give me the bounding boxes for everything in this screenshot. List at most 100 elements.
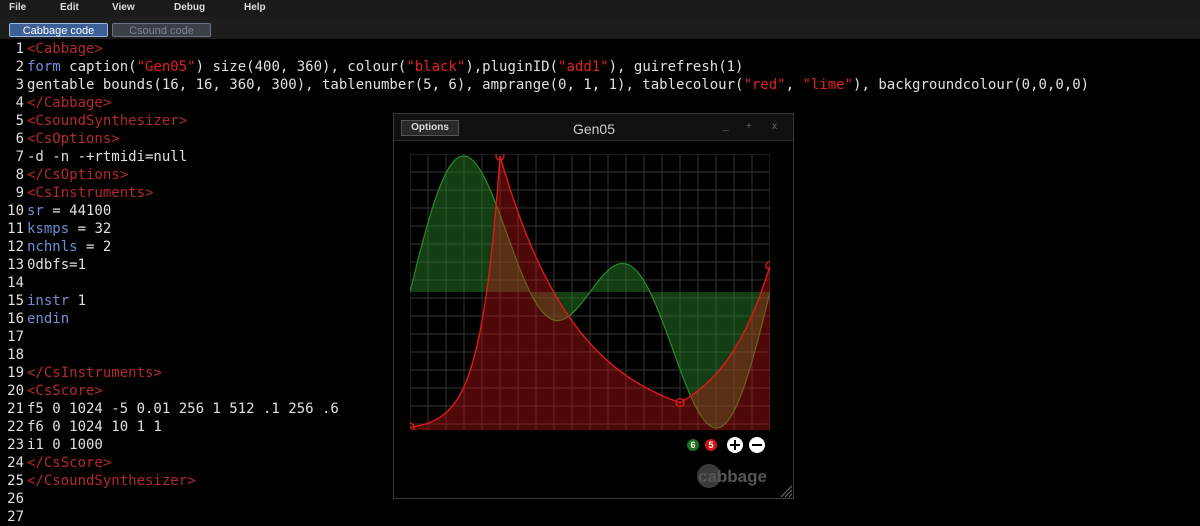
line-number: 4 — [15, 95, 24, 111]
code-text: form caption("Gen05") size(400, 360), co… — [27, 59, 744, 75]
table5-breakpoints[interactable] — [410, 154, 770, 430]
menu-debug[interactable]: Debug — [174, 2, 206, 13]
code-line[interactable]: 18 — [0, 346, 27, 364]
line-number: 5 — [15, 113, 24, 129]
code-text: ksmps = 32 — [27, 221, 112, 237]
code-line[interactable]: 22 f6 0 1024 10 1 1 — [0, 418, 162, 436]
code-line[interactable]: 21 f5 0 1024 -5 0.01 256 1 512 .1 256 .6 — [0, 400, 339, 418]
code-text: </CsInstruments> — [27, 365, 162, 381]
code-text: nchnls = 2 — [27, 239, 112, 255]
menu-file[interactable]: File — [9, 2, 27, 13]
code-text: </CsScore> — [27, 455, 112, 471]
line-number: 11 — [7, 221, 24, 237]
tab-csound-code[interactable]: Csound code — [112, 23, 211, 37]
code-line[interactable]: 24 </CsScore> — [0, 454, 111, 472]
tab-cabbage-code[interactable]: Cabbage code — [9, 23, 108, 37]
code-line[interactable]: 19 </CsInstruments> — [0, 364, 162, 382]
menu-view[interactable]: View — [112, 2, 135, 13]
code-text: <Cabbage> — [27, 41, 103, 57]
menu-edit[interactable]: Edit — [60, 2, 79, 13]
menu-help[interactable]: Help — [244, 2, 266, 13]
line-number: 20 — [7, 383, 24, 399]
minimize-icon[interactable]: _ — [723, 121, 729, 132]
line-number: 3 — [15, 77, 24, 93]
table6-waveform-line — [410, 155, 770, 429]
code-line[interactable]: 4 </Cabbage> — [0, 94, 112, 112]
gentable-display[interactable] — [410, 154, 770, 430]
code-line[interactable]: 15 instr 1 — [0, 292, 86, 310]
line-number: 25 — [7, 473, 24, 489]
line-number: 16 — [7, 311, 24, 327]
plugin-title: Gen05 — [572, 121, 616, 137]
table-grid — [410, 154, 770, 430]
code-line[interactable]: 14 — [0, 274, 27, 292]
close-icon[interactable]: x — [772, 121, 777, 132]
line-number: 23 — [7, 437, 24, 453]
plugin-window[interactable]: Options Gen05 _ + x 6 5 cabbage — [393, 113, 794, 499]
line-number: 10 — [7, 203, 24, 219]
code-text: <CsInstruments> — [27, 185, 154, 201]
menu-bar: File Edit View Debug Help — [0, 0, 1200, 17]
tab-bar: Cabbage code Csound code — [0, 17, 1200, 39]
line-number: 2 — [15, 59, 24, 75]
table5-envelope-line — [410, 155, 770, 428]
code-text: sr = 44100 — [27, 203, 112, 219]
code-line[interactable]: 17 — [0, 328, 27, 346]
line-number: 15 — [7, 293, 24, 309]
code-line[interactable]: 23 i1 0 1000 — [0, 436, 103, 454]
line-number: 1 — [15, 41, 24, 57]
code-line[interactable]: 16 endin — [0, 310, 69, 328]
line-number: 26 — [7, 491, 24, 507]
table5-envelope-fill — [410, 156, 770, 430]
code-line[interactable]: 1 <Cabbage> — [0, 40, 103, 58]
code-text: <CsoundSynthesizer> — [27, 113, 188, 129]
plugin-title-bar[interactable]: Options Gen05 _ + x — [394, 114, 793, 141]
code-text: 0dbfs=1 — [27, 257, 87, 273]
code-line[interactable]: 3 gentable bounds(16, 16, 360, 300), tabl… — [0, 76, 1090, 94]
breakpoint-handle[interactable] — [675, 397, 685, 408]
cabbage-logo-icon — [697, 464, 721, 488]
code-line[interactable]: 27 — [0, 508, 27, 526]
code-line[interactable]: 8 </CsOptions> — [0, 166, 129, 184]
zoom-in-icon[interactable] — [727, 437, 743, 453]
code-text: instr 1 — [27, 293, 87, 309]
zoom-out-icon[interactable] — [749, 437, 765, 453]
code-line[interactable]: 13 0dbfs=1 — [0, 256, 86, 274]
line-number: 8 — [15, 167, 24, 183]
code-line[interactable]: 11 ksmps = 32 — [0, 220, 111, 238]
table5-badge[interactable]: 5 — [705, 439, 717, 451]
code-line[interactable]: 5 <CsoundSynthesizer> — [0, 112, 188, 130]
code-line[interactable]: 6 <CsOptions> — [0, 130, 120, 148]
line-number: 24 — [7, 455, 24, 471]
code-text: </Cabbage> — [27, 95, 112, 111]
breakpoint-handle[interactable] — [410, 422, 415, 430]
code-line[interactable]: 20 <CsScore> — [0, 382, 103, 400]
cabbage-logo-text: cabbage — [698, 467, 767, 486]
code-text: f6 0 1024 10 1 1 — [27, 419, 162, 435]
code-text: <CsOptions> — [27, 131, 120, 147]
line-number: 19 — [7, 365, 24, 381]
code-line[interactable]: 7 -d -n -+rtmidi=null — [0, 148, 188, 166]
maximize-icon[interactable]: + — [746, 121, 752, 132]
line-number: 14 — [7, 275, 24, 291]
breakpoint-handle[interactable] — [495, 154, 505, 161]
options-button[interactable]: Options — [401, 120, 459, 136]
breakpoint-handle[interactable] — [765, 260, 770, 271]
line-number: 13 — [7, 257, 24, 273]
line-number: 9 — [15, 185, 24, 201]
code-text: -d -n -+rtmidi=null — [27, 149, 188, 165]
code-line[interactable]: 12 nchnls = 2 — [0, 238, 111, 256]
code-line[interactable]: 25 </CsoundSynthesizer> — [0, 472, 195, 490]
line-number: 17 — [7, 329, 24, 345]
line-number: 18 — [7, 347, 24, 363]
code-text: i1 0 1000 — [27, 437, 103, 453]
line-number: 6 — [15, 131, 24, 147]
code-line[interactable]: 9 <CsInstruments> — [0, 184, 154, 202]
code-line[interactable]: 26 — [0, 490, 27, 508]
line-number: 12 — [7, 239, 24, 255]
code-line[interactable]: 2 form caption("Gen05") size(400, 360), c… — [0, 58, 744, 76]
line-number: 27 — [7, 509, 24, 525]
table6-badge[interactable]: 6 — [687, 439, 699, 451]
code-line[interactable]: 10 sr = 44100 — [0, 202, 111, 220]
resize-grip-icon[interactable] — [779, 484, 793, 498]
